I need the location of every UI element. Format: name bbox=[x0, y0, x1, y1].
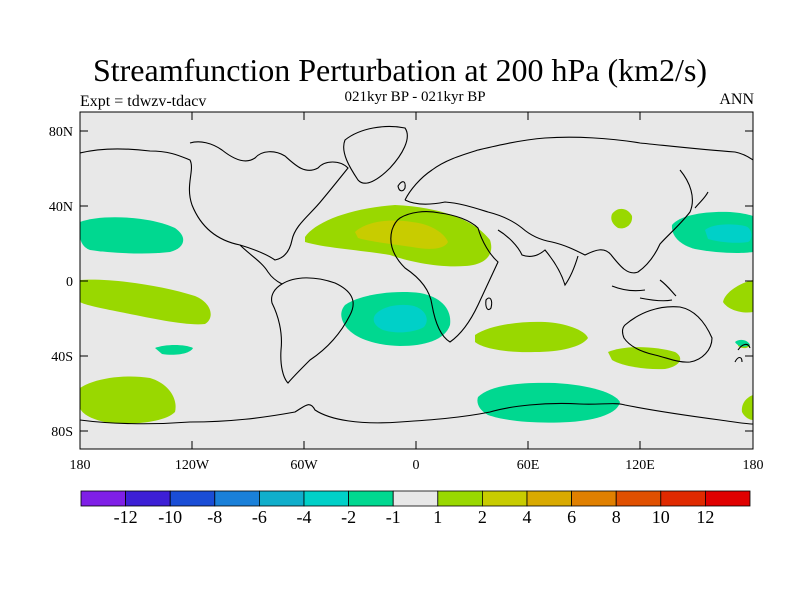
colorbar-label: -12 bbox=[114, 507, 138, 527]
coastline-antarctica bbox=[80, 402, 753, 425]
contour-pos-7 bbox=[608, 347, 681, 370]
colorbar-label: 4 bbox=[523, 507, 532, 527]
colorbar-box bbox=[392, 490, 439, 507]
coastline-british-isles bbox=[397, 181, 406, 192]
x-tick-label: 120W bbox=[175, 458, 210, 473]
coastline-australia bbox=[622, 306, 713, 363]
colorbar-box bbox=[80, 490, 126, 507]
coastline-madagascar bbox=[485, 297, 493, 311]
coastlines bbox=[80, 125, 753, 425]
colorbar-labels: -12 -10 -8 -6 -4 -2 -1 1 2 4 6 8 10 12 bbox=[114, 507, 715, 527]
colorbar-box bbox=[303, 490, 349, 507]
colorbar-box bbox=[437, 490, 483, 507]
colorbar-box bbox=[571, 490, 617, 507]
colorbar-label: 2 bbox=[478, 507, 487, 527]
coastline-south-america bbox=[271, 277, 354, 384]
tick-marks bbox=[79, 112, 754, 449]
chart-subtitle: 021kyr BP - 021kyr BP bbox=[344, 89, 486, 105]
contour-pos-9 bbox=[741, 395, 753, 420]
map-background bbox=[80, 112, 753, 449]
coastline-eurasia bbox=[404, 136, 753, 274]
colorbar-label: -4 bbox=[297, 507, 312, 527]
colorbar bbox=[80, 490, 751, 507]
contour-neg-7 bbox=[155, 345, 193, 355]
colorbar-label: 10 bbox=[652, 507, 670, 527]
colorbar-box bbox=[214, 490, 260, 507]
contour-neg-8 bbox=[735, 339, 750, 347]
colorbar-box bbox=[705, 490, 751, 507]
colorbar-box bbox=[660, 490, 706, 507]
y-tick-label: 40S bbox=[51, 350, 73, 365]
contour-pos-5 bbox=[475, 321, 588, 353]
x-tick-label: 180 bbox=[743, 458, 764, 473]
coastline-africa bbox=[390, 211, 499, 343]
contour-pos-8 bbox=[723, 280, 753, 313]
x-tick-label: 0 bbox=[413, 458, 420, 473]
colorbar-box bbox=[348, 490, 394, 507]
contour-pos-2 bbox=[355, 220, 448, 249]
colorbar-label: 8 bbox=[612, 507, 621, 527]
contour-neg-5 bbox=[705, 224, 752, 243]
contour-pos-6 bbox=[611, 208, 633, 229]
y-tick-label: 80N bbox=[49, 125, 73, 140]
colorbar-label: -6 bbox=[252, 507, 267, 527]
colorbar-box bbox=[526, 490, 572, 507]
contour-pos-4 bbox=[80, 376, 176, 424]
colorbar-box bbox=[258, 490, 305, 507]
coastline-se-asia bbox=[611, 279, 677, 302]
chart-title: Streamfunction Perturbation at 200 hPa (… bbox=[92, 52, 708, 88]
colorbar-box bbox=[125, 490, 171, 507]
colorbar-label: -10 bbox=[158, 507, 182, 527]
season-label: ANN bbox=[719, 91, 754, 108]
coastline-arabia bbox=[497, 229, 579, 287]
contour-pos-3 bbox=[80, 279, 211, 325]
colorbar-box bbox=[169, 490, 216, 507]
colorbar-label: 1 bbox=[433, 507, 442, 527]
x-tick-label: 180 bbox=[70, 458, 91, 473]
colorbar-label: -1 bbox=[386, 507, 401, 527]
colorbar-label: -8 bbox=[207, 507, 222, 527]
coastline-greenland bbox=[343, 125, 408, 184]
contour-neg-3 bbox=[373, 304, 427, 333]
colorbar-box bbox=[481, 490, 528, 507]
colorbar-label: 12 bbox=[696, 507, 714, 527]
experiment-label: Expt = tdwzv-tdacv bbox=[80, 93, 207, 110]
colorbar-label: -2 bbox=[341, 507, 356, 527]
y-tick-label: 0 bbox=[66, 275, 73, 290]
y-tick-label: 40N bbox=[49, 200, 73, 215]
colorbar-label: 6 bbox=[567, 507, 576, 527]
x-tick-label: 120E bbox=[625, 458, 655, 473]
y-tick-label: 80S bbox=[51, 425, 73, 440]
coastline-japan bbox=[694, 191, 709, 209]
x-tick-label: 60E bbox=[517, 458, 540, 473]
contour-neg-6 bbox=[477, 382, 620, 423]
contour-fills bbox=[80, 205, 753, 424]
coastline-central-america bbox=[239, 244, 283, 285]
contour-neg-1 bbox=[80, 217, 184, 254]
coastline-north-america bbox=[80, 141, 349, 261]
colorbar-box bbox=[615, 490, 662, 507]
x-tick-label: 60W bbox=[290, 458, 318, 473]
coastline-new-zealand bbox=[734, 343, 751, 363]
